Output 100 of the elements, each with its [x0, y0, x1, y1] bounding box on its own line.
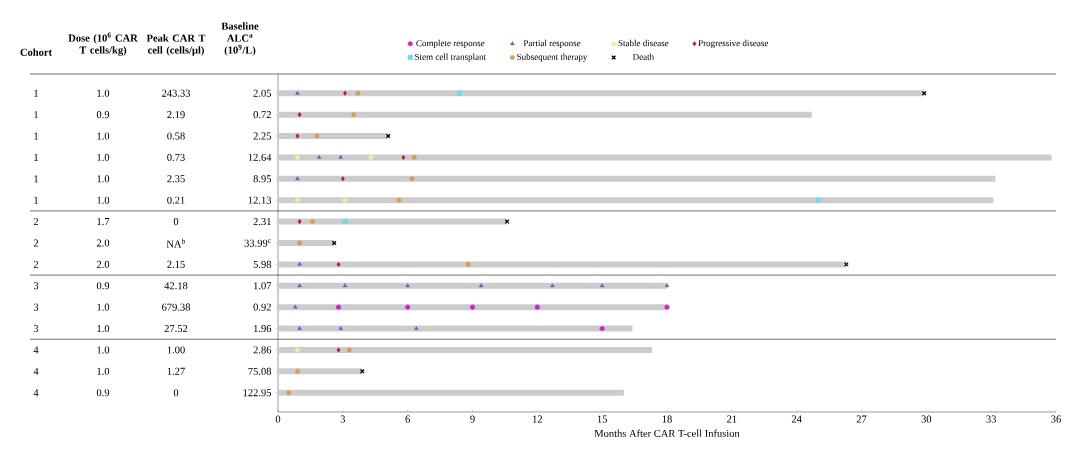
text: 1 — [34, 132, 38, 140]
bar — [278, 389, 624, 396]
x-tick-label: 15 — [597, 415, 607, 423]
x-tick-label: 27 — [856, 415, 867, 423]
text: Cohort — [20, 48, 52, 56]
text: 1 — [34, 111, 38, 119]
text: 2.19 — [167, 111, 185, 119]
text: Baseline ALC$^{a}$ (10$^{9}$/L) — [221, 22, 259, 56]
text: 2.0 — [96, 239, 110, 247]
y-tick-label: 12.64 — [248, 153, 272, 161]
bar — [278, 346, 652, 353]
text: 0 — [173, 218, 179, 226]
text: 0 — [173, 389, 179, 397]
bar — [278, 111, 812, 118]
text: 4 — [33, 346, 39, 354]
legend-label: Death — [632, 53, 654, 60]
x-tick-label: 33 — [986, 415, 996, 423]
text: 1 — [34, 175, 38, 183]
text: 1.0 — [97, 89, 110, 97]
text: 243.33 — [162, 89, 191, 97]
y-tick-label: 2.25 — [253, 132, 272, 140]
bar — [278, 368, 363, 375]
x-tick-label: 18 — [662, 415, 672, 423]
text: 27.52 — [164, 325, 188, 333]
y-tick-label: 0.72 — [253, 111, 271, 119]
y-tick-label: 75.08 — [248, 367, 272, 375]
legend-label: Progressive disease — [698, 39, 769, 49]
text: Dose (10$^{6}$ CAR T cells/kg) — [68, 32, 138, 56]
text: 2.15 — [167, 260, 185, 268]
y-tick-label: 0.92 — [253, 303, 271, 311]
x-axis-title: Months After CAR T-cell Infusion — [594, 429, 740, 437]
text: 0.9 — [96, 282, 110, 290]
y-tick-label: 12.13 — [248, 196, 272, 204]
text: 1 — [34, 89, 38, 97]
legend-label: Stem cell transplant — [415, 53, 487, 62]
text: 0.9 — [96, 111, 110, 119]
text: 1.0 — [97, 153, 110, 161]
text: 1.00 — [167, 346, 185, 354]
bar — [278, 154, 1052, 161]
text: 0.58 — [167, 132, 185, 140]
text: 1.0 — [97, 196, 110, 204]
x-tick-label: 6 — [405, 415, 410, 423]
bar — [278, 261, 847, 268]
y-tick-label: 2.05 — [253, 89, 272, 97]
text: 3 — [33, 303, 39, 311]
legend-label: Stable disease — [618, 39, 669, 47]
text: 0.9 — [96, 389, 110, 397]
x-tick-label: 30 — [921, 415, 932, 423]
bar — [278, 218, 508, 225]
text: 2 — [33, 218, 39, 226]
legend-label: Complete response — [416, 39, 485, 49]
bar — [278, 304, 667, 311]
text: 2.35 — [167, 175, 185, 183]
y-tick-label: 1.07 — [254, 282, 272, 290]
y-tick-label: 2.86 — [253, 346, 272, 354]
text: 1 — [34, 153, 38, 161]
text: 2 — [33, 239, 39, 247]
bar — [278, 197, 994, 204]
y-tick-label: 1.96 — [254, 325, 272, 333]
text: 1 — [34, 196, 38, 204]
text: 1.0 — [97, 175, 110, 183]
text: 679.38 — [162, 303, 191, 311]
bar — [278, 175, 996, 182]
text: 0.73 — [167, 153, 185, 161]
bar — [278, 90, 925, 97]
text: Peak CAR T cell (cells/µl) — [146, 34, 206, 56]
text: 1.7 — [97, 218, 110, 226]
text: 4 — [33, 367, 39, 375]
text: 4 — [33, 389, 39, 397]
text: 1.27 — [167, 367, 185, 375]
y-tick-label: 2.31 — [253, 218, 271, 226]
text: 2.0 — [96, 260, 110, 268]
text: 1.0 — [97, 132, 110, 140]
x-tick-label: 3 — [340, 415, 346, 423]
y-tick-label: 8.95 — [253, 175, 272, 183]
x-tick-label: 36 — [1051, 415, 1061, 423]
bar — [278, 325, 633, 332]
y-tick-label: 5.98 — [253, 260, 272, 268]
text: 42.18 — [164, 282, 188, 290]
text: 1.0 — [97, 324, 110, 333]
x-tick-label: 12 — [533, 415, 543, 423]
text: 3 — [33, 282, 39, 290]
x-tick-label: 0 — [275, 415, 281, 423]
bar — [278, 239, 335, 246]
x-tick-label: 21 — [727, 415, 737, 423]
y-tick-label: 122.95 — [243, 389, 272, 397]
text: 2 — [33, 260, 39, 268]
x-tick-label: 24 — [791, 415, 802, 423]
text: NA$^{b}$ — [166, 238, 185, 248]
text: 1.0 — [97, 303, 110, 311]
text: 1.0 — [97, 346, 110, 354]
x-tick-label: 9 — [470, 415, 475, 423]
text: 0.21 — [167, 196, 185, 204]
bar — [278, 282, 667, 289]
bar — [278, 133, 389, 140]
legend-label: Subsequent therapy — [517, 53, 588, 62]
text: 3 — [33, 325, 39, 333]
legend-label: Partial response — [523, 39, 581, 49]
y-tick-label: 33.99$^{c}$ — [244, 239, 271, 247]
text: 1.0 — [97, 367, 110, 375]
